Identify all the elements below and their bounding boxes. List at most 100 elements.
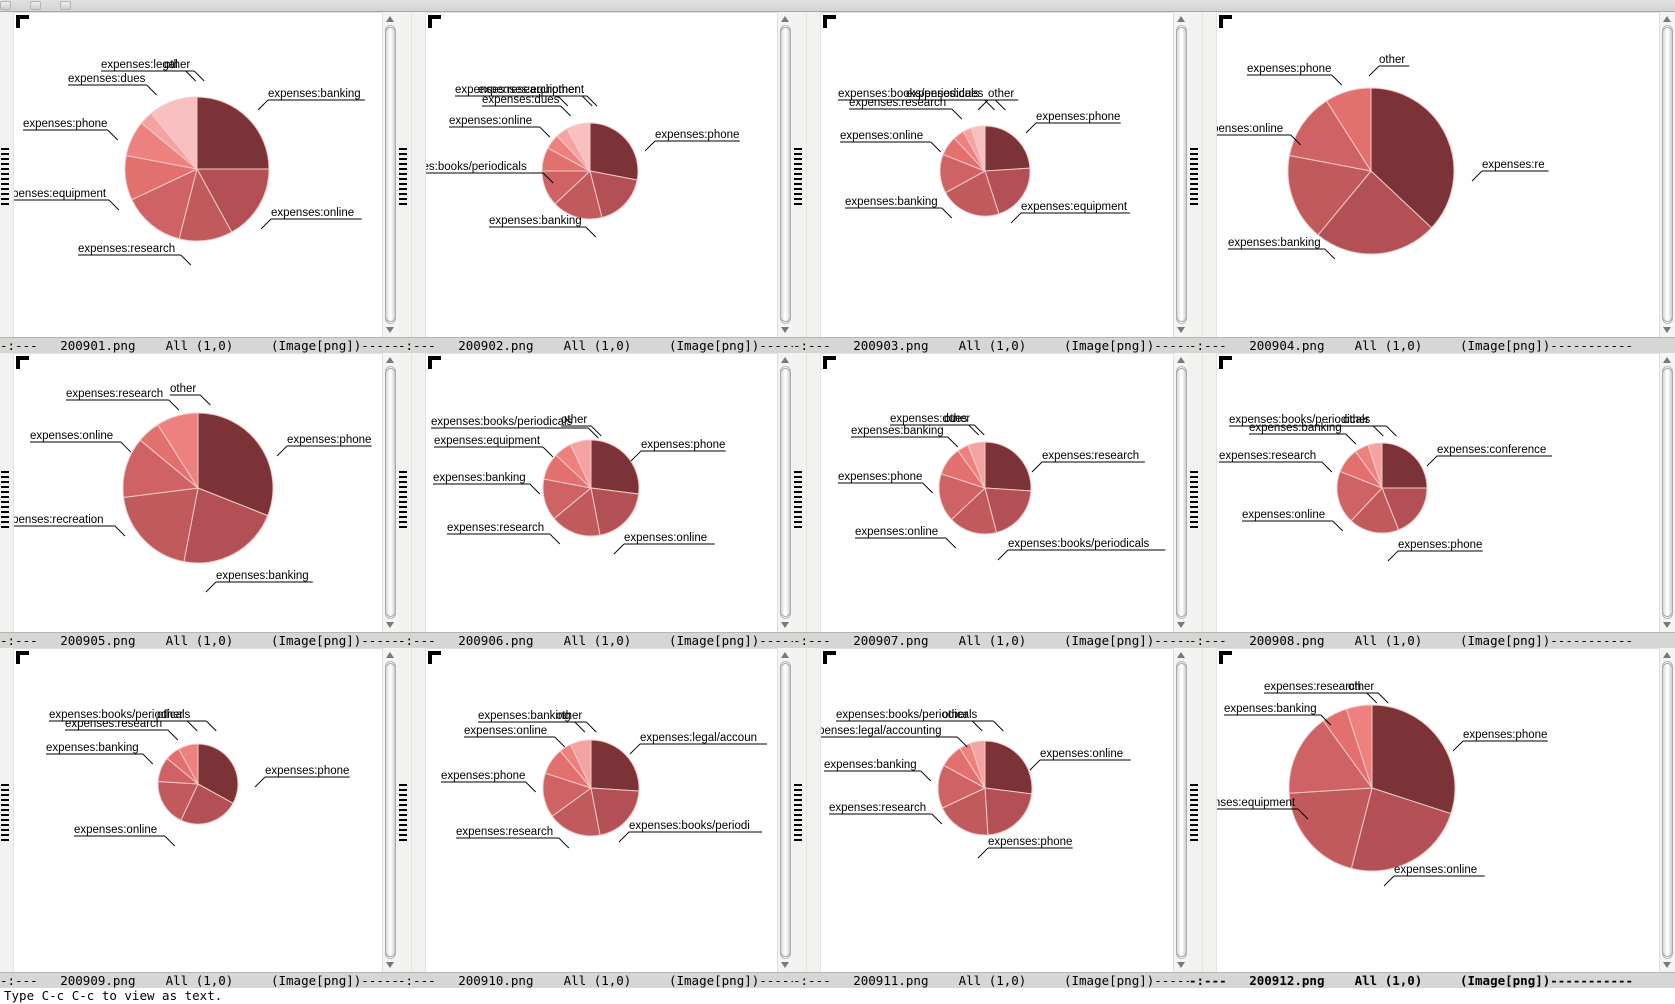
scrollbar-thumb[interactable] (780, 368, 791, 617)
scrollbar-thumb[interactable] (1176, 368, 1187, 617)
scrollbar-thumb[interactable] (385, 663, 396, 957)
undo-icon[interactable] (0, 1, 11, 10)
vertical-scrollbar[interactable] (777, 353, 793, 632)
mode-line[interactable]: -:--- 200906.png All (1,0) (Image[png])-… (398, 632, 793, 648)
scroll-up-arrow-icon[interactable] (1177, 652, 1185, 658)
scroll-down-arrow-icon[interactable] (1177, 327, 1185, 333)
vertical-scrollbar[interactable] (1659, 353, 1675, 632)
vertical-scrollbar[interactable] (777, 12, 793, 337)
scroll-up-arrow-icon[interactable] (781, 16, 789, 22)
scroll-up-arrow-icon[interactable] (1663, 16, 1671, 22)
vertical-scrollbar[interactable] (1659, 12, 1675, 337)
scrollbar-thumb[interactable] (780, 27, 791, 322)
image-canvas[interactable]: expenses:dues other expenses:banking expens… (821, 353, 1173, 632)
label-leader-line (977, 99, 989, 111)
image-canvas[interactable]: expenses:banking other expenses:online expe… (426, 648, 777, 972)
vertical-scrollbar[interactable] (1173, 353, 1189, 632)
scrollbar-thumb[interactable] (1176, 663, 1187, 957)
mode-line[interactable]: -:--- 200908.png All (1,0) (Image[png])-… (1189, 632, 1675, 648)
mode-line[interactable]: -:--- 200907.png All (1,0) (Image[png])-… (793, 632, 1189, 648)
mode-line[interactable]: -:--- 200911.png All (1,0) (Image[png])-… (793, 972, 1189, 988)
vertical-scrollbar[interactable] (777, 648, 793, 972)
scroll-down-arrow-icon[interactable] (386, 327, 394, 333)
pie-slice-label: expenses:research (849, 97, 946, 109)
emacs-window[interactable]: expenses:phone other expenses:online expens… (1189, 12, 1675, 353)
scroll-up-arrow-icon[interactable] (386, 16, 394, 22)
scroll-down-arrow-icon[interactable] (1663, 327, 1671, 333)
scroll-down-arrow-icon[interactable] (1177, 622, 1185, 628)
vertical-scrollbar[interactable] (1173, 12, 1189, 337)
scrollbar-thumb[interactable] (1176, 27, 1187, 322)
mode-line[interactable]: -:--- 200902.png All (1,0) (Image[png])-… (398, 337, 793, 353)
scroll-up-arrow-icon[interactable] (386, 652, 394, 658)
pie-slice (196, 168, 270, 233)
label-leader-line (1297, 808, 1309, 820)
emacs-window[interactable]: expenses:dues other expenses:banking expens… (793, 353, 1189, 648)
mode-line[interactable]: -:--- 200905.png All (1,0) (Image[png])-… (0, 632, 398, 648)
mode-line[interactable]: -:--- 200910.png All (1,0) (Image[png])-… (398, 972, 793, 988)
image-canvas[interactable]: expenses:books/periodicals expenses:dues o… (821, 12, 1173, 337)
window-fringe (0, 648, 14, 988)
pie-slice (1288, 720, 1373, 794)
image-canvas[interactable]: expenses:research other expenses:online exp… (14, 353, 382, 632)
emacs-window[interactable]: expenses:books/periodicals expenses:dues o… (793, 12, 1189, 353)
mode-line[interactable]: -:--- 200904.png All (1,0) (Image[png])-… (1189, 337, 1675, 353)
mode-line[interactable]: -:--- 200903.png All (1,0) (Image[png])-… (793, 337, 1189, 353)
pie-slices (122, 412, 274, 564)
scroll-up-arrow-icon[interactable] (1177, 357, 1185, 363)
scrollbar-thumb[interactable] (1662, 663, 1673, 957)
mode-line[interactable]: -:--- 200909.png All (1,0) (Image[png])-… (0, 972, 398, 988)
image-canvas[interactable]: expenses:legal other expenses:dues expenses… (14, 12, 382, 337)
pie-slice-label: other (561, 414, 587, 426)
pie-slices (937, 740, 1033, 836)
emacs-window[interactable]: expenses:legal other expenses:dues expenses… (0, 12, 398, 353)
scroll-up-arrow-icon[interactable] (386, 357, 394, 363)
scroll-up-arrow-icon[interactable] (1663, 357, 1671, 363)
scroll-down-arrow-icon[interactable] (1177, 962, 1185, 968)
image-canvas[interactable]: expenses:phone other expenses:online expens… (1217, 12, 1659, 337)
scroll-up-arrow-icon[interactable] (781, 652, 789, 658)
label-leader-line (186, 720, 198, 732)
emacs-window[interactable]: expenses:banking other expenses:online expe… (398, 648, 793, 988)
vertical-scrollbar[interactable] (382, 648, 398, 972)
scroll-up-arrow-icon[interactable] (781, 357, 789, 363)
scroll-down-arrow-icon[interactable] (1663, 622, 1671, 628)
scroll-down-arrow-icon[interactable] (1663, 962, 1671, 968)
scrollbar-thumb[interactable] (385, 27, 396, 322)
window-divider (412, 12, 426, 353)
scroll-up-arrow-icon[interactable] (1663, 652, 1671, 658)
scroll-down-arrow-icon[interactable] (781, 622, 789, 628)
minibuffer[interactable]: Type C-c C-c to view as text. (0, 988, 1675, 1004)
vertical-scrollbar[interactable] (1659, 648, 1675, 972)
scrollbar-thumb[interactable] (780, 663, 791, 957)
open-file-icon[interactable] (30, 1, 41, 10)
scroll-down-arrow-icon[interactable] (386, 962, 394, 968)
vertical-scrollbar[interactable] (382, 353, 398, 632)
scroll-down-arrow-icon[interactable] (781, 962, 789, 968)
scroll-up-arrow-icon[interactable] (1177, 16, 1185, 22)
vertical-scrollbar[interactable] (382, 12, 398, 337)
scrollbar-thumb[interactable] (385, 368, 396, 617)
emacs-window[interactable]: expenses:research expenses:equipment other… (398, 12, 793, 353)
emacs-window[interactable]: expenses:research other expenses:online exp… (0, 353, 398, 648)
image-canvas[interactable]: expenses:research expenses:equipment other… (426, 12, 777, 337)
emacs-window[interactable]: expenses:books/periodicalsotherexpenses:… (793, 648, 1189, 988)
vertical-scrollbar[interactable] (1173, 648, 1189, 972)
image-canvas[interactable]: expenses:books/periodicalsotherexpenses:… (821, 648, 1173, 972)
save-file-icon[interactable] (60, 1, 71, 10)
mode-line[interactable]: -:--- 200901.png All (1,0) (Image[png])-… (0, 337, 398, 353)
scroll-down-arrow-icon[interactable] (781, 327, 789, 333)
mode-line[interactable]: -:--- 200912.png All (1,0) (Image[png])-… (1189, 972, 1675, 988)
scroll-down-arrow-icon[interactable] (386, 622, 394, 628)
window-fringe (1189, 353, 1203, 648)
scrollbar-thumb[interactable] (1662, 27, 1673, 322)
scrollbar-thumb[interactable] (1662, 368, 1673, 617)
